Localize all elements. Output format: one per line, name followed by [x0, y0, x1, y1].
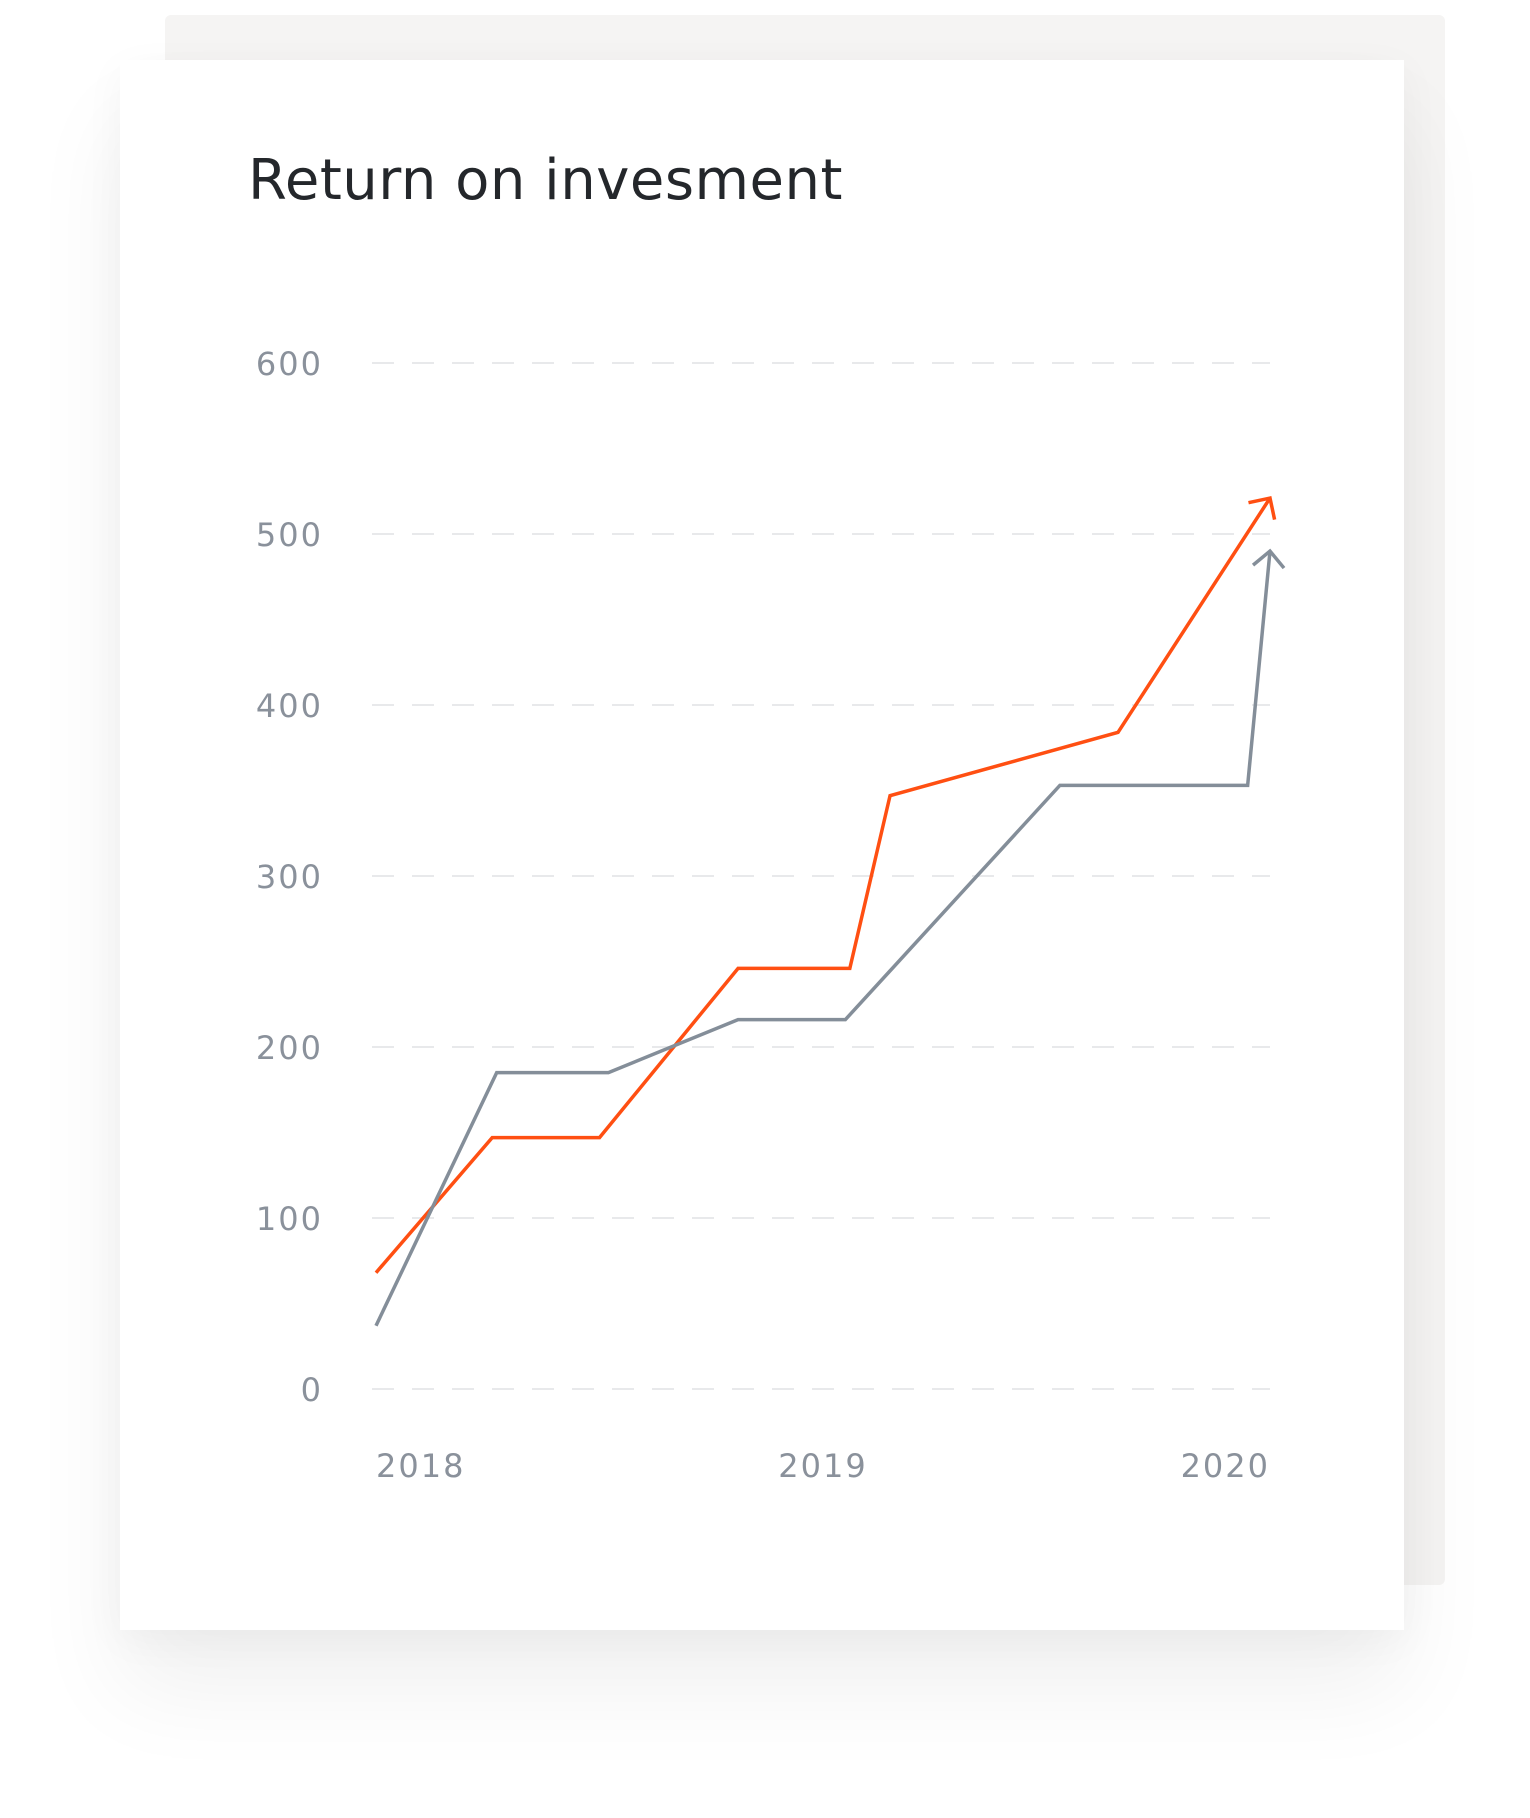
x-tick-label: 2018 [376, 1447, 465, 1485]
grid [372, 362, 1270, 1390]
chart-title: Return on invesment [248, 148, 843, 213]
y-tick-label: 100 [256, 1200, 323, 1238]
y-tick-label: 400 [256, 687, 323, 725]
series-line [374, 550, 1272, 1327]
chart-card: Return on invesment 0 100 200 300 400 500 600 … [120, 60, 1404, 1630]
y-tick-label: 600 [256, 345, 323, 383]
line-chart: 0 100 200 300 400 500 600 2018 2019 2020 [256, 345, 1286, 1485]
x-tick-label: 2020 [1181, 1447, 1270, 1485]
y-axis: 0 100 200 300 400 500 600 [256, 345, 323, 1409]
x-axis: 2018 2019 2020 [376, 1447, 1270, 1485]
series-layer [374, 496, 1286, 1327]
y-tick-label: 200 [256, 1029, 323, 1067]
series-line [374, 497, 1272, 1274]
y-tick-label: 300 [256, 858, 323, 896]
series-arrowhead [1248, 496, 1277, 520]
y-tick-label: 0 [301, 1371, 323, 1409]
y-tick-label: 500 [256, 516, 323, 554]
series-arrowhead [1251, 548, 1286, 570]
x-tick-label: 2019 [778, 1447, 867, 1485]
